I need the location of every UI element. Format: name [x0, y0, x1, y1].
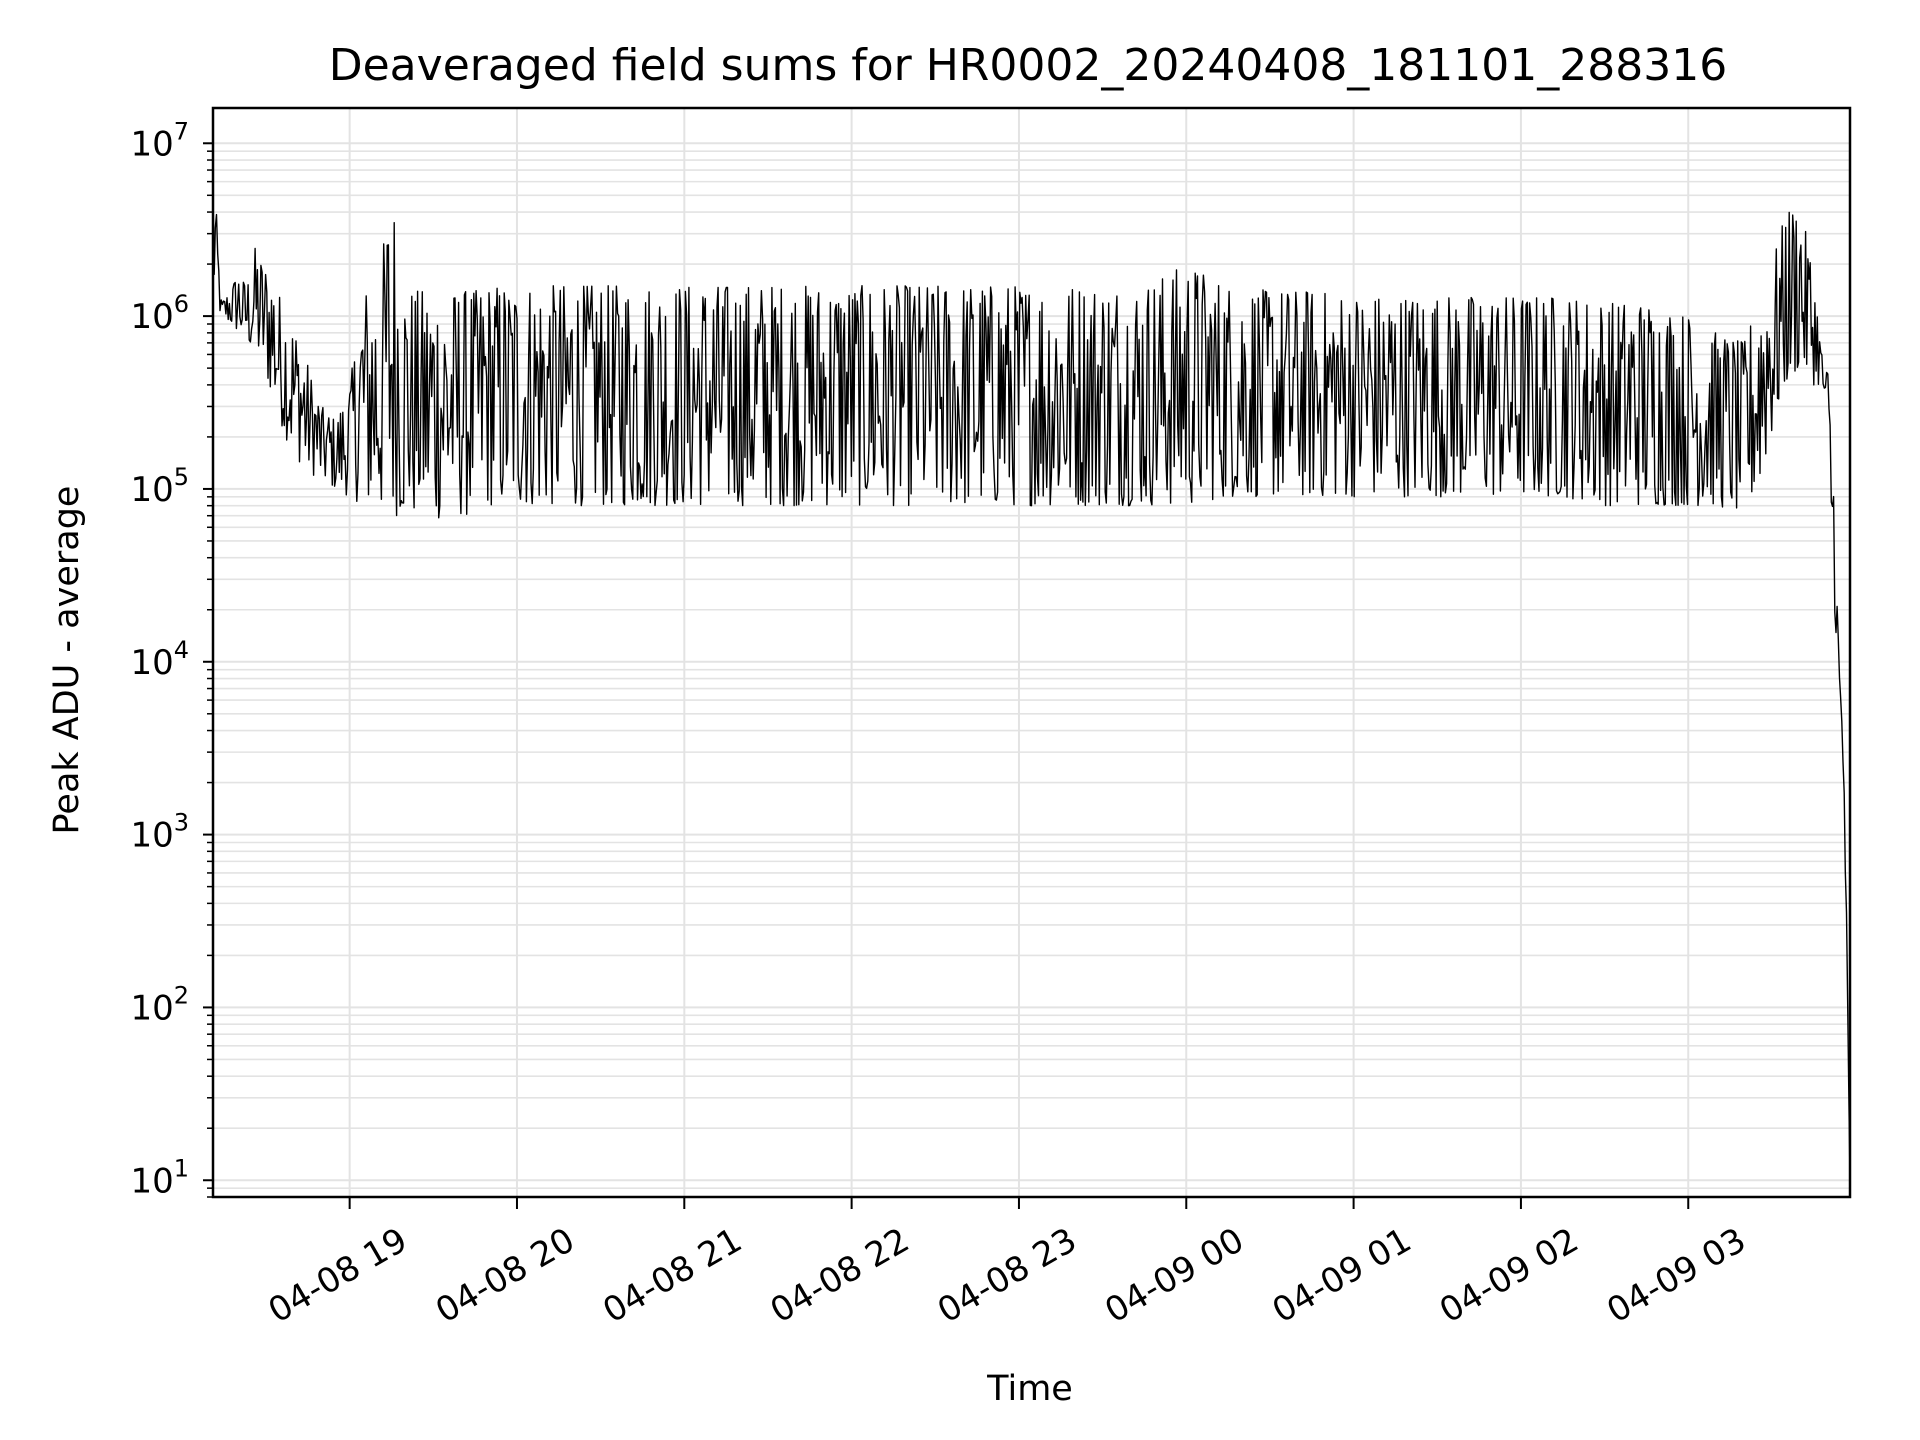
y-axis-label: Peak ADU - average — [47, 486, 87, 835]
plot-frame — [211, 106, 1852, 1199]
series-trace — [212, 192, 1851, 1181]
y-tick-label: 106 — [130, 290, 189, 337]
y-tick-label: 104 — [130, 636, 189, 683]
y-tick-label: 107 — [130, 117, 189, 164]
chart-title: Deaveraged field sums for HR0002_2024040… — [329, 40, 1728, 91]
x-axis-label: Time — [986, 1369, 1073, 1409]
y-tick-label: 103 — [130, 809, 189, 856]
y-tick-label: 101 — [130, 1154, 189, 1201]
y-tick-label: 105 — [130, 463, 189, 510]
y-tick-label: 102 — [130, 981, 189, 1028]
series-line — [212, 192, 1851, 1181]
